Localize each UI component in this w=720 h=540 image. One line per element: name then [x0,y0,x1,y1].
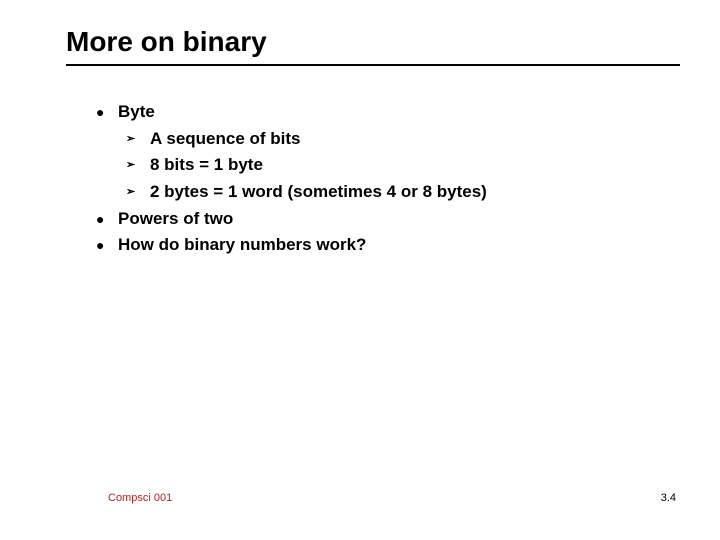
slide-title: More on binary [66,26,680,58]
list-item-label: A sequence of bits [150,127,301,152]
list-item: ● Powers of two [96,207,670,232]
chevron-right-icon: ➢ [126,180,150,204]
list-item: ● How do binary numbers work? [96,233,670,258]
slide: More on binary ● Byte ➢ A sequence of bi… [0,0,720,540]
chevron-right-icon: ➢ [126,153,150,177]
bullet-icon: ● [96,207,118,231]
list-item: ➢ 8 bits = 1 byte [126,153,670,178]
list-item: ● Byte [96,100,670,125]
list-item-label: How do binary numbers work? [118,233,366,258]
bullet-icon: ● [96,233,118,257]
list-item-label: Powers of two [118,207,233,232]
chevron-right-icon: ➢ [126,127,150,151]
list-item: ➢ 2 bytes = 1 word (sometimes 4 or 8 byt… [126,180,670,205]
list-item: ➢ A sequence of bits [126,127,670,152]
list-item-label: 8 bits = 1 byte [150,153,263,178]
footer-page-number: 3.4 [661,492,676,504]
footer-left: Compsci 001 [108,492,172,504]
bullet-icon: ● [96,100,118,124]
title-underline: More on binary [66,26,680,66]
list-item-label: Byte [118,100,155,125]
list-item-label: 2 bytes = 1 word (sometimes 4 or 8 bytes… [150,180,487,205]
slide-content: ● Byte ➢ A sequence of bits ➢ 8 bits = 1… [96,100,670,260]
